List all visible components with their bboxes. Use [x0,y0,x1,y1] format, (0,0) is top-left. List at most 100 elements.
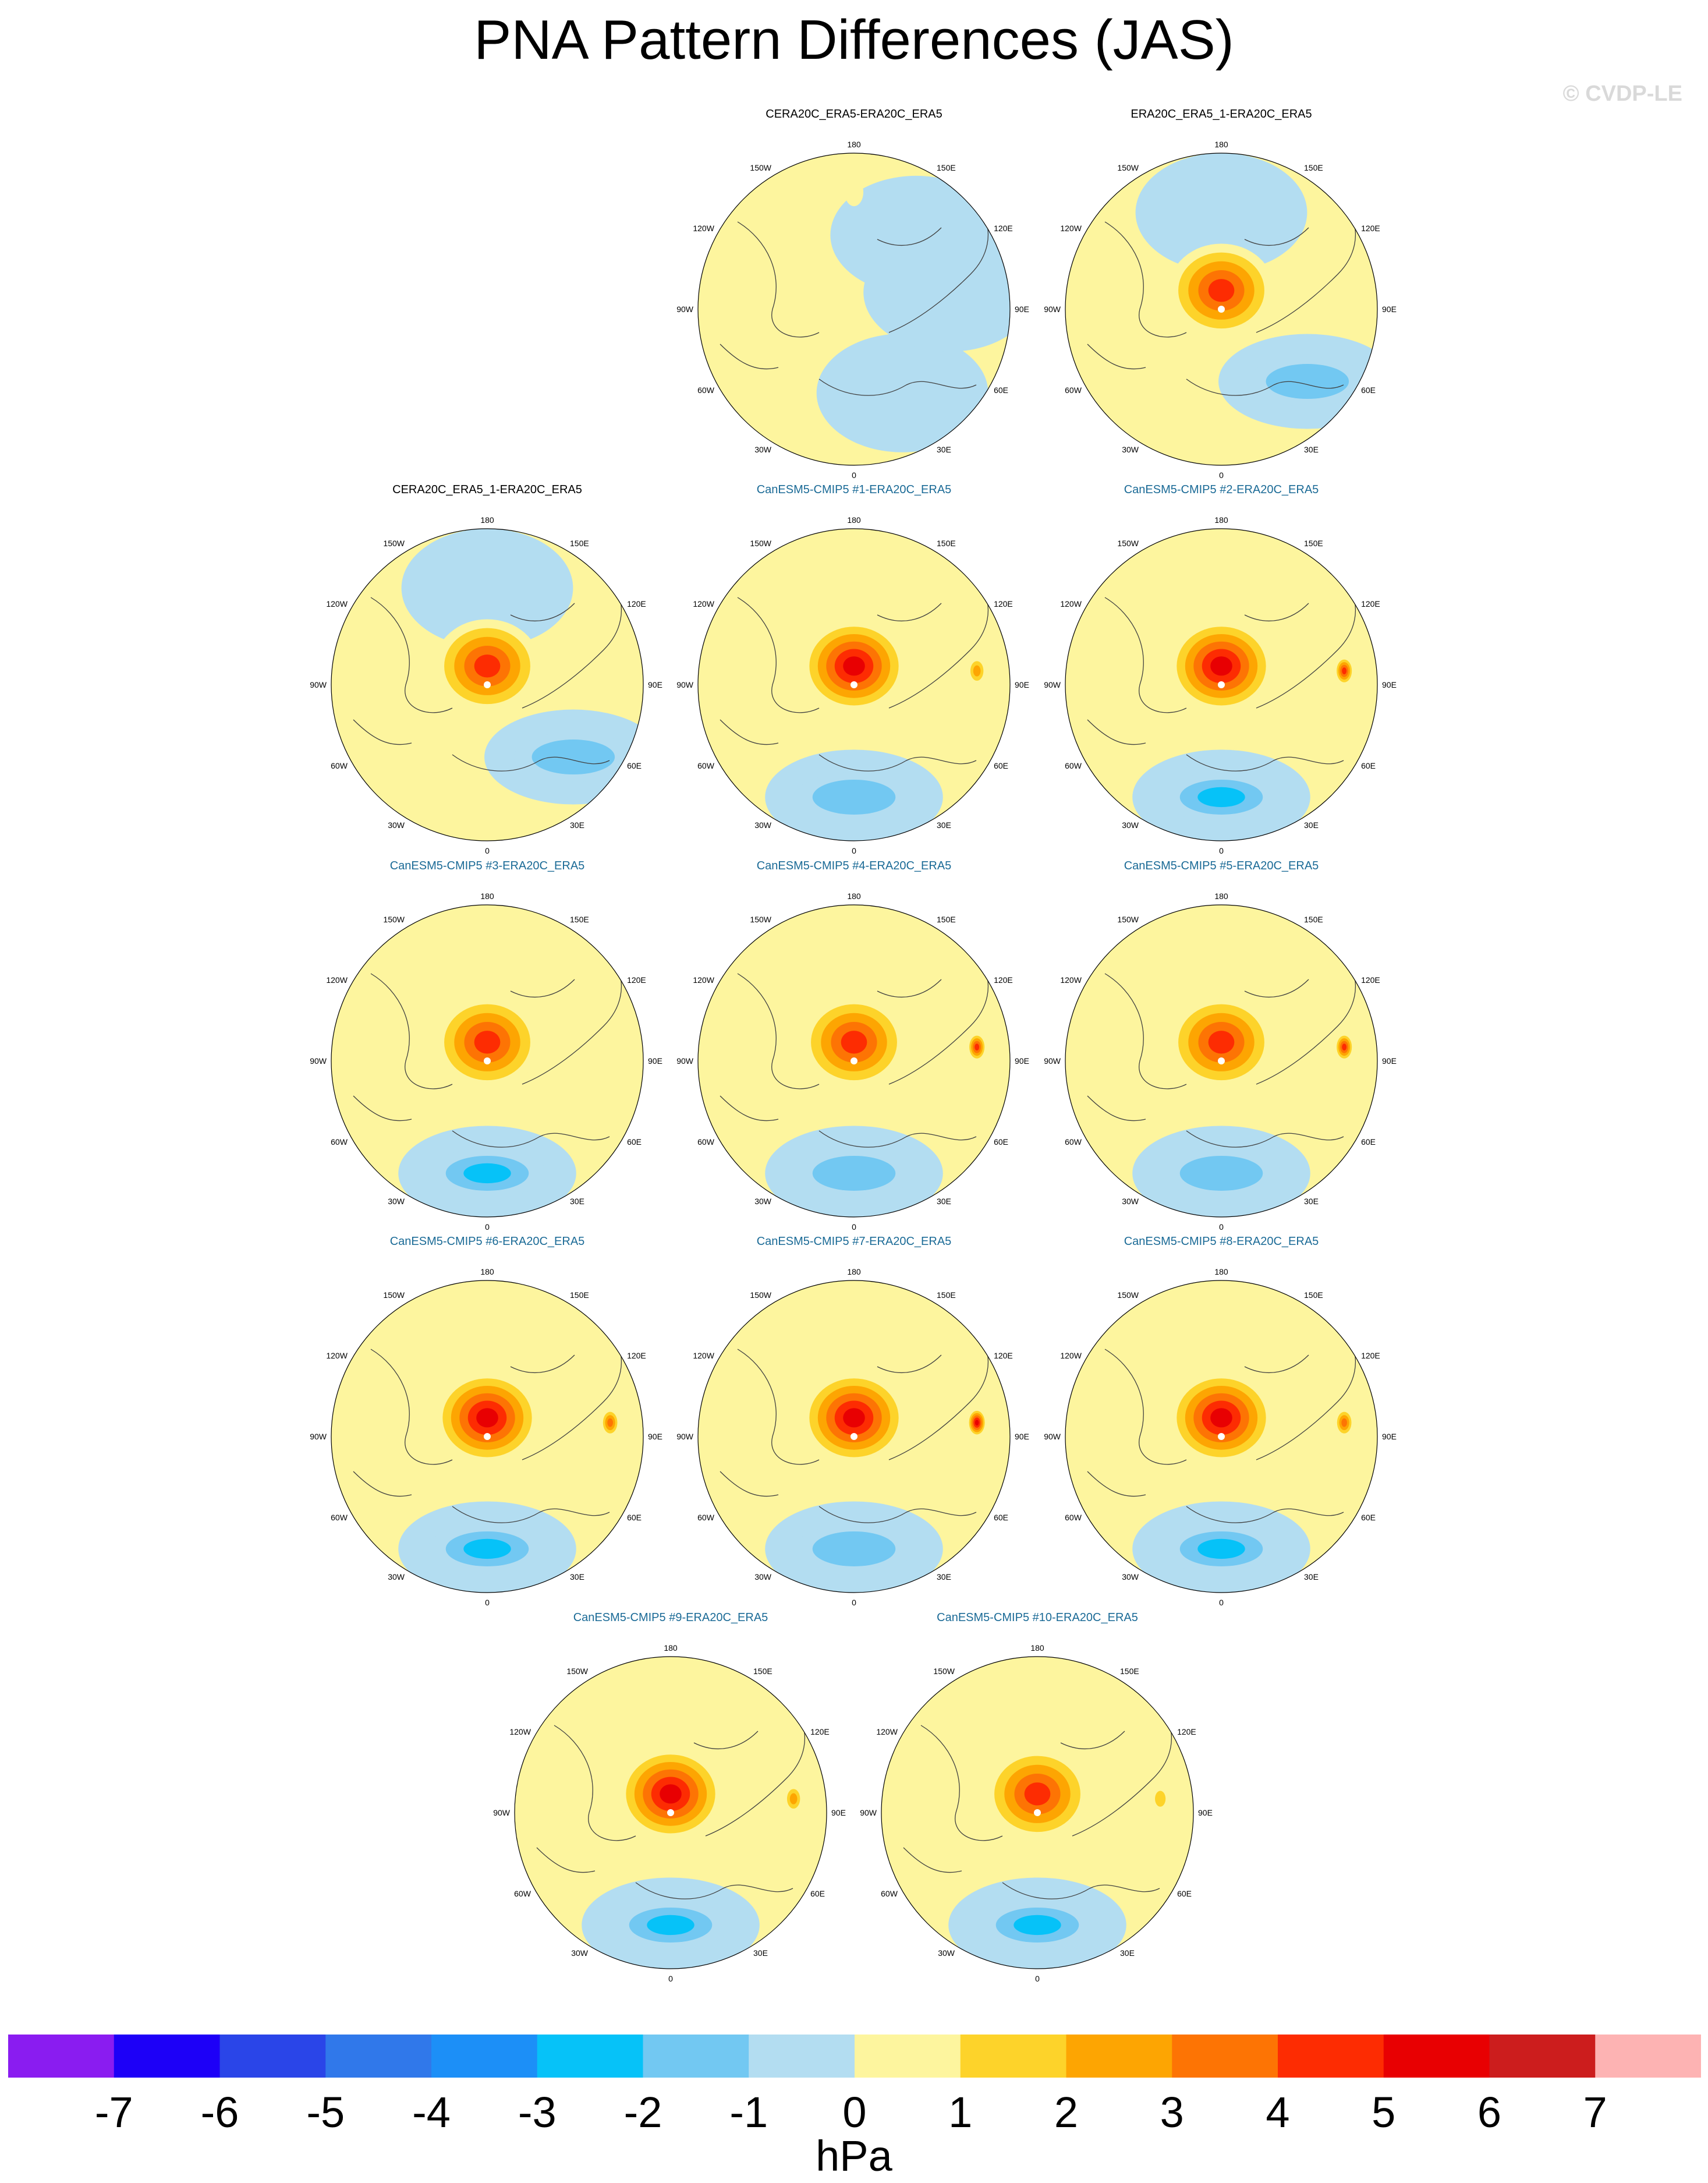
negative-anomaly [816,334,988,452]
longitude-label: 30W [388,820,405,830]
pole-marker [484,1057,491,1064]
positive-anomaly [1024,1782,1051,1806]
positive-anomaly [660,1784,682,1804]
positive-anomaly [1210,656,1232,676]
polar-map: 180 0 90W 90E 150W 120W 150E 120E 60W 30W 60E 30E [310,1267,662,1607]
longitude-label: 30W [754,445,772,454]
positive-anomaly [789,1793,798,1805]
longitude-label: 0 [1219,1598,1224,1607]
longitude-label: 90W [1044,1432,1061,1441]
longitude-label: 120W [326,975,348,985]
longitude-label: 30E [937,1572,951,1581]
longitude-label: 150E [937,163,956,172]
positive-anomaly [1155,1791,1166,1807]
longitude-label: 90W [676,1056,694,1066]
longitude-label: 30W [1122,1197,1139,1206]
longitude-label: 90E [831,1808,846,1817]
map-boundary [697,528,1011,841]
coastline [1244,1354,1309,1374]
longitude-label: 60W [1065,1137,1082,1147]
colorbar-swatch [219,2035,326,2078]
longitude-label: 60E [627,1513,642,1522]
longitude-label: 30E [937,445,951,454]
positive-anomaly [474,654,501,678]
longitude-label: 90E [1382,1056,1397,1066]
colorbar-swatch [1595,2035,1701,2078]
coastline [1186,378,1344,396]
longitude-label: 120E [1177,1727,1196,1736]
coastline [536,1847,596,1873]
longitude-label: 0 [1219,846,1224,855]
longitude-label: 60W [697,761,715,770]
longitude-label: 120W [693,1351,714,1360]
longitude-label: 150W [1117,1290,1139,1300]
positive-anomaly [1342,667,1347,675]
pole-marker [851,1433,857,1440]
longitude-label: 60E [1361,1513,1376,1522]
longitude-label: 30E [937,1197,951,1206]
colorbar-swatch [1172,2035,1278,2078]
coastline [353,719,412,745]
longitude-label: 120W [1060,224,1082,233]
pole-marker [1218,681,1225,688]
longitude-label: 150E [1304,539,1323,548]
longitude-label: 150E [570,1290,589,1300]
positive-anomaly [1342,1043,1347,1051]
pole-marker [1218,1433,1225,1440]
coastline [1256,585,1356,709]
longitude-label: 60E [1361,1137,1376,1147]
longitude-label: 0 [852,1222,856,1232]
colorbar-swatch [325,2035,432,2078]
coastline [1104,221,1187,338]
longitude-label: 0 [852,1598,856,1607]
longitude-label: 30W [1122,1572,1139,1581]
longitude-label: 60E [994,761,1008,770]
colorbar-tick-label: 1 [948,2088,973,2136]
map-boundary [331,904,644,1218]
longitude-label: 150E [1120,1667,1139,1676]
polar-map: 180 0 90W 90E 150W 120W 150E 120E 60W 30W 60E 30E [1044,515,1397,855]
coastline [818,1506,977,1523]
longitude-label: 150W [933,1667,955,1676]
coastline [737,1349,820,1465]
coastline [522,1337,622,1460]
longitude-label: 120W [693,599,714,608]
longitude-label: 0 [1219,1222,1224,1232]
longitude-label: 120E [994,224,1013,233]
negative-anomaly [647,1915,694,1936]
longitude-label: 150E [1304,915,1323,924]
longitude-label: 180 [847,515,861,525]
map-boundary [1065,904,1378,1218]
longitude-label: 30W [754,820,772,830]
coastline [1256,961,1356,1085]
colorbar-swatch [114,2035,220,2078]
longitude-label: 150W [383,539,405,548]
panel-title: CanESM5-CMIP5 #9-ERA20C_ERA5 [573,1611,768,1624]
colorbar-swatch [960,2035,1066,2078]
coastline [705,1713,806,1837]
coastline [1087,344,1146,370]
coastline [1104,1349,1187,1465]
longitude-label: 90W [310,1432,327,1441]
longitude-label: 120W [326,1351,348,1360]
longitude-label: 120E [810,1727,830,1736]
colorbar-swatch [8,2035,115,2078]
negative-anomaly [1135,153,1307,272]
longitude-label: 60W [1065,385,1082,395]
longitude-label: 30E [570,820,584,830]
negative-anomaly [531,740,615,775]
longitude-label: 0 [485,846,490,855]
panel-title: CanESM5-CMIP5 #2-ERA20C_ERA5 [1124,483,1319,496]
longitude-label: 90E [1382,305,1397,314]
longitude-label: 90W [310,680,327,689]
longitude-label: 180 [847,1267,861,1276]
longitude-label: 60W [1065,1513,1082,1522]
colorbar-swatch [643,2035,749,2078]
longitude-label: 150W [750,1290,771,1300]
longitude-label: 60E [810,1889,825,1898]
coastline [554,1725,636,1841]
coastline [1087,1095,1146,1121]
longitude-label: 30E [753,1948,768,1958]
coastline [510,979,575,998]
positive-anomaly [476,1408,498,1428]
